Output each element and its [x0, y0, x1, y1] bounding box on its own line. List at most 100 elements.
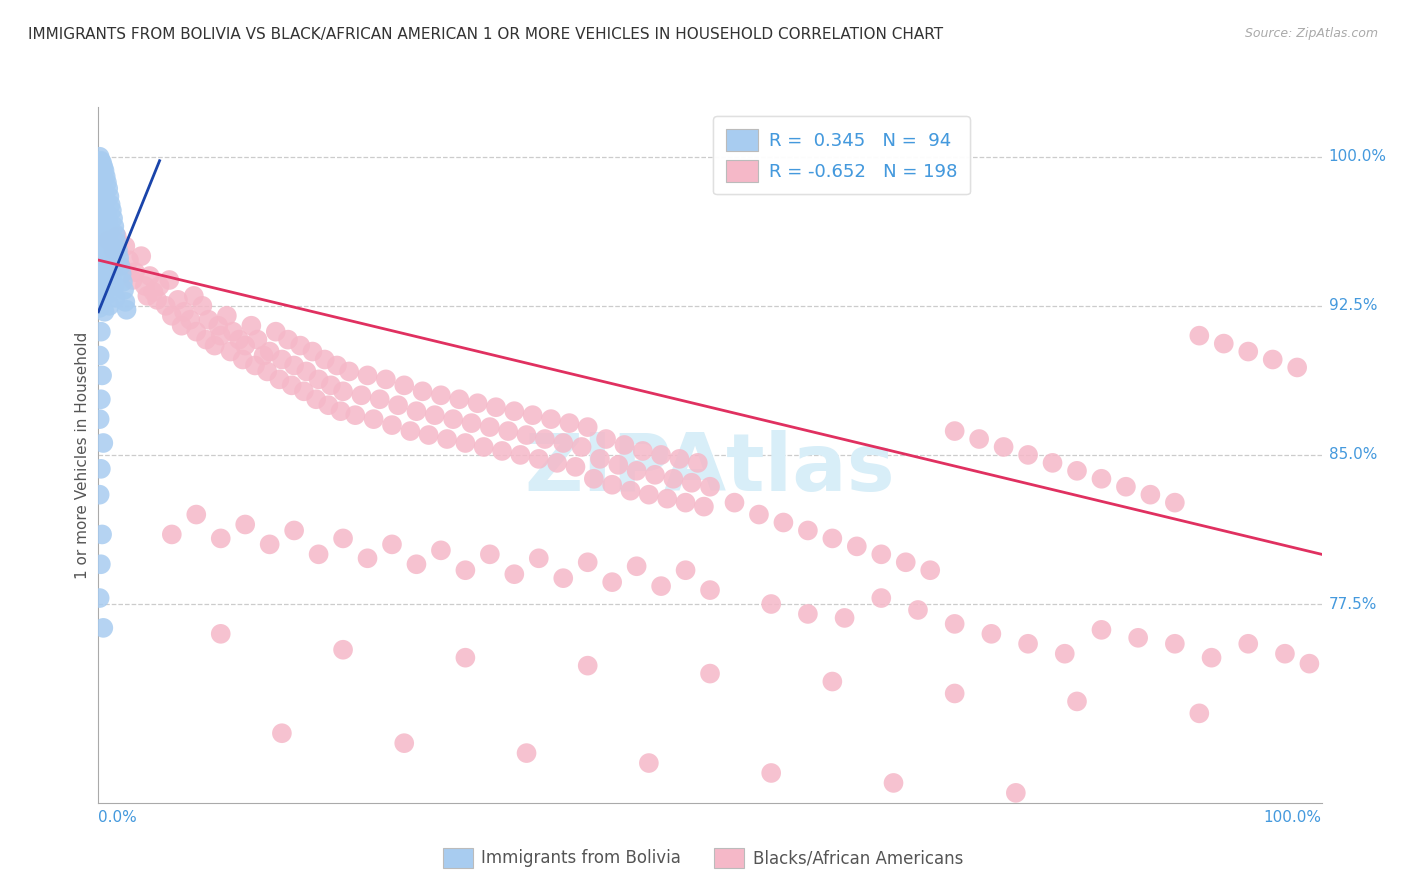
Point: [89, 237, 111, 252]
Point: [1261, 352, 1284, 367]
Point: [90, 462, 112, 476]
Point: [1286, 360, 1309, 375]
Point: [491, 444, 513, 458]
Point: [356, 551, 378, 566]
Point: [637, 756, 661, 770]
Point: [748, 508, 770, 522]
Point: [1053, 647, 1076, 661]
Point: [90, 217, 112, 231]
Point: [142, 285, 165, 299]
Point: [90, 325, 112, 339]
Point: [91, 192, 114, 206]
Point: [277, 333, 299, 347]
Point: [644, 467, 666, 482]
Point: [98, 189, 121, 203]
Point: [1188, 328, 1211, 343]
Point: [662, 472, 685, 486]
Point: [344, 408, 367, 422]
Point: [283, 524, 305, 538]
Point: [693, 500, 716, 514]
Point: [89, 263, 111, 277]
Point: [363, 412, 385, 426]
Point: [89, 210, 111, 224]
Point: [91, 213, 114, 227]
Point: [183, 289, 205, 303]
Point: [907, 603, 929, 617]
Point: [607, 458, 630, 472]
Point: [675, 495, 697, 509]
Point: [399, 424, 422, 438]
Point: [332, 642, 354, 657]
Point: [91, 621, 114, 635]
Point: [967, 432, 990, 446]
Point: [233, 338, 256, 352]
Point: [197, 312, 219, 326]
Point: [100, 197, 122, 211]
Point: [280, 378, 302, 392]
Point: [104, 291, 127, 305]
Point: [256, 364, 278, 378]
Text: 100.0%: 100.0%: [1264, 810, 1322, 825]
Point: [91, 268, 114, 283]
Point: [699, 480, 721, 494]
Point: [101, 203, 124, 218]
Point: [650, 448, 672, 462]
Point: [301, 344, 323, 359]
Point: [179, 312, 201, 326]
Point: [98, 225, 121, 239]
Point: [600, 575, 623, 590]
Point: [430, 543, 453, 558]
Point: [1237, 637, 1260, 651]
Point: [761, 597, 783, 611]
Point: [387, 398, 409, 412]
Point: [269, 372, 291, 386]
Point: [350, 388, 373, 402]
Point: [100, 239, 122, 253]
Point: [90, 257, 112, 271]
Legend: Immigrants from Bolivia, Blacks/African Americans: Immigrants from Bolivia, Blacks/African …: [436, 841, 970, 875]
Point: [114, 294, 136, 309]
Point: [186, 508, 208, 522]
Point: [540, 412, 562, 426]
Point: [170, 318, 193, 333]
Point: [467, 396, 489, 410]
Point: [1237, 344, 1260, 359]
Point: [1201, 650, 1223, 665]
Point: [114, 239, 136, 253]
Point: [160, 309, 183, 323]
Point: [821, 674, 844, 689]
Point: [318, 398, 340, 412]
Point: [290, 338, 312, 352]
Point: [553, 571, 575, 585]
Point: [110, 259, 132, 273]
Point: [115, 302, 138, 317]
Point: [797, 524, 820, 538]
Point: [668, 451, 690, 466]
Point: [980, 627, 1002, 641]
Point: [89, 178, 111, 192]
Point: [204, 338, 226, 352]
Point: [619, 483, 641, 498]
Point: [534, 432, 557, 446]
Point: [89, 158, 111, 172]
Point: [1298, 657, 1320, 671]
Point: [1115, 480, 1137, 494]
Point: [631, 444, 654, 458]
Point: [91, 221, 114, 235]
Point: [374, 372, 396, 386]
Point: [1066, 694, 1088, 708]
Point: [626, 464, 648, 478]
Point: [89, 187, 111, 202]
Point: [772, 516, 794, 530]
Point: [761, 766, 783, 780]
Point: [576, 658, 599, 673]
Point: [723, 495, 745, 509]
Point: [93, 186, 115, 200]
Point: [246, 333, 269, 347]
Point: [515, 746, 537, 760]
Point: [89, 199, 111, 213]
Point: [637, 488, 661, 502]
Point: [589, 451, 612, 466]
Point: [1128, 631, 1150, 645]
Text: IMMIGRANTS FROM BOLIVIA VS BLACK/AFRICAN AMERICAN 1 OR MORE VEHICLES IN HOUSEHOL: IMMIGRANTS FROM BOLIVIA VS BLACK/AFRICAN…: [28, 27, 943, 42]
